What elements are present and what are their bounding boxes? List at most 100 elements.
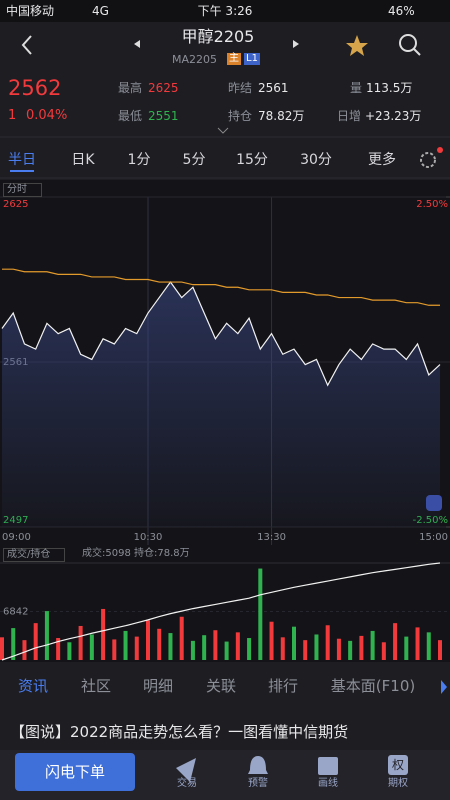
indicator-info: 成交:5098 持仓:78.8万 [82, 548, 190, 559]
quick-order-button[interactable] [15, 753, 135, 791]
field-label: 量 [350, 81, 363, 95]
volume-bar [146, 620, 150, 660]
field-label: 最低 [118, 109, 143, 123]
volume-bar [213, 630, 218, 660]
volume-bar [235, 632, 240, 660]
alert-icon[interactable] [248, 756, 268, 774]
field-value: 113.5万 [366, 81, 413, 95]
field-value: 2561 [258, 81, 289, 95]
draw-icon[interactable] [318, 757, 338, 775]
last-price: 2562 [8, 76, 62, 100]
y-tick-label: 2625 [3, 199, 28, 210]
volume-bar [134, 636, 139, 660]
change: 1 [8, 108, 17, 123]
period-tab[interactable]: 更多 [368, 152, 396, 168]
news-headline[interactable]: 【图说】2022商品走势怎么看？一图看懂中信期货 [10, 723, 349, 741]
toolbar-item[interactable]: 画线 [318, 778, 338, 789]
period-tab[interactable]: 日K [71, 152, 95, 168]
status-bg [0, 0, 450, 22]
period-tab[interactable]: 5分 [182, 152, 206, 168]
volume-bar [292, 626, 296, 660]
volume-bar [11, 628, 16, 660]
notice-dot [437, 147, 443, 153]
volume-bar [426, 632, 431, 660]
clock: 下午 3:26 [197, 4, 253, 18]
volume-bar [168, 633, 173, 660]
x-tick-label: 09:00 [2, 532, 31, 543]
back-icon[interactable] [21, 35, 32, 55]
y2-tick-label: 2.50% [416, 199, 448, 210]
expand-icon[interactable] [217, 127, 229, 134]
search-icon[interactable] [399, 34, 417, 52]
field-value: 78.82万 [258, 109, 305, 123]
info-tab[interactable]: 明细 [142, 677, 174, 695]
period-tab[interactable]: 1分 [127, 152, 151, 168]
volume-bar [348, 640, 353, 660]
indicator-select[interactable]: 成交/持仓 [3, 548, 66, 562]
tabs-bg [0, 672, 450, 704]
volume-bar [415, 627, 420, 660]
badge: 主 [227, 53, 241, 65]
volume-bar [157, 628, 162, 660]
info-tab[interactable]: 社区 [80, 677, 112, 695]
field-label: 持仓 [228, 109, 253, 123]
volume-bar [22, 640, 27, 660]
volume-bar [247, 638, 252, 660]
field-value: 2551 [148, 109, 179, 123]
prev-icon[interactable] [134, 40, 140, 48]
field-label: 昨结 [228, 81, 253, 95]
volume-bar [359, 635, 364, 660]
info-tab[interactable]: 资讯 [17, 677, 49, 695]
battery: 46% [388, 4, 415, 18]
volume-bar [0, 637, 4, 660]
badge: L1 [244, 53, 260, 65]
info-tab[interactable]: 关联 [205, 677, 237, 695]
volume-bar [101, 608, 106, 660]
star-icon[interactable] [346, 35, 368, 56]
option-icon[interactable] [388, 755, 408, 775]
volume-bar [280, 637, 285, 660]
period-tab[interactable]: 30分 [300, 152, 332, 168]
volume-bar [33, 623, 38, 660]
field-value: 2625 [148, 81, 179, 95]
search-icon[interactable] [413, 48, 421, 56]
info-tab[interactable]: 排行 [267, 677, 299, 695]
volume-bar [438, 640, 442, 660]
volume-bar [269, 621, 274, 660]
quick-order-label[interactable]: 闪电下单 [44, 763, 106, 781]
volume-bar [89, 634, 94, 660]
field-label: 日增 [337, 109, 362, 123]
price-line [1, 281, 441, 387]
volume-bar [314, 634, 319, 660]
toolbar-item[interactable]: 期权 [388, 778, 408, 789]
x-tick-label: 10:30 [134, 532, 163, 543]
more-tabs-icon[interactable] [441, 680, 447, 694]
trade-icon[interactable] [176, 758, 196, 782]
period-tab[interactable]: 15分 [236, 152, 268, 168]
period-select[interactable]: 分时 [3, 183, 42, 197]
toolbar-item[interactable]: 预警 [248, 778, 268, 789]
period-tab[interactable]: 半日 [8, 152, 36, 168]
next-icon[interactable] [293, 40, 299, 48]
toolbar-item[interactable]: 交易 [177, 778, 197, 789]
volume-bar [78, 625, 83, 660]
info-tab[interactable]: 基本面(F10) [330, 677, 416, 695]
volume-bar [179, 616, 184, 660]
volume-bar [393, 623, 398, 660]
field-label: 最高 [118, 81, 143, 95]
volume-bar [370, 630, 375, 660]
volume-bar [336, 638, 341, 660]
volume-bar [381, 642, 386, 660]
volume-bar [258, 568, 263, 660]
volume-bar [303, 640, 308, 660]
settings-icon[interactable] [420, 152, 436, 168]
average-line [2, 268, 440, 306]
x-tick-label: 15:00 [419, 532, 448, 543]
volume-bar [44, 611, 49, 660]
volume-bar [112, 639, 117, 660]
volume-bar [202, 635, 207, 660]
network: 4G [92, 4, 109, 18]
option-icon-label: 权 [391, 758, 405, 772]
